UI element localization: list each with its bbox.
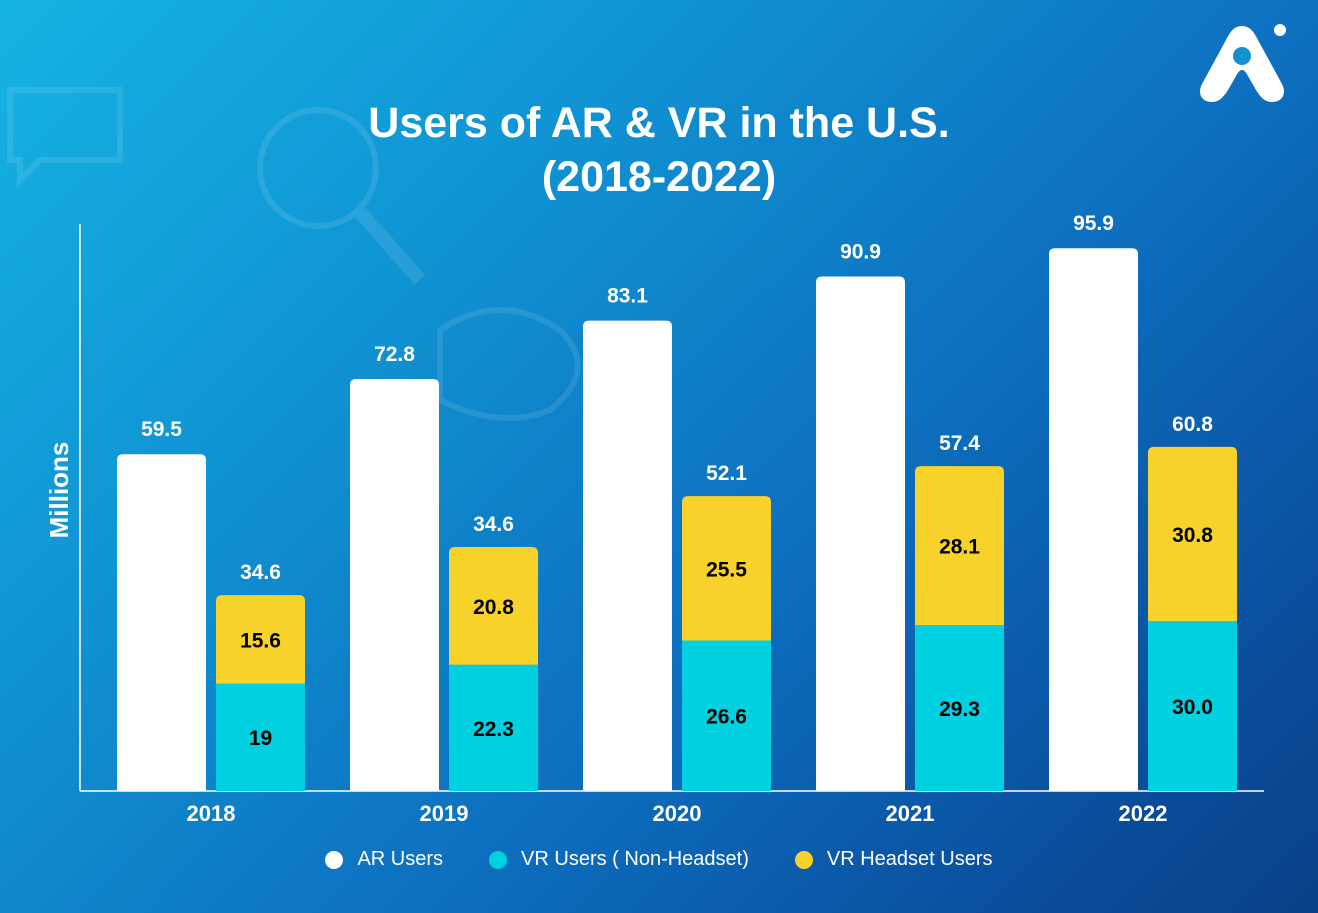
data-label-vr-non-headset: 30.0	[1172, 696, 1213, 719]
data-label-ar-users: 90.9	[840, 241, 881, 264]
data-label-vr-headset: 28.1	[939, 536, 980, 559]
bar-vr-non-headset	[216, 683, 305, 791]
legend-dot-vr-headset-icon	[794, 850, 813, 869]
brand-logo-icon	[1200, 24, 1286, 102]
legend-dot-ar-icon	[325, 850, 344, 869]
legend-item-vr-non-headset: VR Users ( Non-Headset)	[489, 848, 749, 871]
bar-vr-headset	[1148, 446, 1237, 622]
x-tick-label: 2020	[653, 801, 702, 826]
legend-label-ar: AR Users	[357, 848, 444, 870]
bar-vr-headset	[915, 466, 1004, 626]
data-label-vr-headset: 30.8	[1172, 524, 1213, 547]
bar-vr-non-headset	[915, 625, 1004, 791]
bar-vr-headset	[449, 547, 538, 665]
bar-ar-users	[350, 378, 439, 791]
bar-vr-headset	[682, 496, 771, 641]
x-tick-label: 2021	[886, 801, 935, 826]
data-label-vr-non-headset: 26.6	[706, 706, 747, 729]
chart-title: Users of AR & VR in the U.S. (2018-2022)	[0, 96, 1318, 204]
legend-label-vr-headset: VR Headset Users	[826, 848, 993, 870]
chart-title-line1: Users of AR & VR in the U.S.	[368, 99, 950, 147]
data-label-vr-headset: 15.6	[240, 629, 281, 652]
data-label-vr-non-headset: 22.3	[473, 718, 514, 741]
data-label-vr-total: 60.8	[1172, 413, 1213, 436]
bar-ar-users	[1049, 248, 1138, 791]
data-label-vr-non-headset: 29.3	[939, 698, 980, 721]
bar-vr-non-headset	[1148, 621, 1237, 791]
bar-vr-headset	[216, 595, 305, 684]
y-axis-label: Millions	[44, 442, 74, 539]
bar-ar-users	[816, 276, 905, 792]
data-label-vr-non-headset: 19	[249, 727, 272, 750]
data-label-vr-headset: 20.8	[473, 596, 514, 619]
x-tick-label: 2022	[1119, 801, 1168, 826]
data-label-vr-total: 57.4	[939, 432, 980, 455]
x-tick-label: 2018	[187, 801, 236, 826]
legend-item-ar: AR Users	[325, 848, 443, 871]
data-label-vr-total: 52.1	[706, 462, 747, 485]
legend-dot-vr-non-headset-icon	[489, 850, 508, 869]
chart-title-line2: (2018-2022)	[541, 153, 777, 201]
bar-vr-non-headset	[449, 664, 538, 791]
data-label-ar-users: 59.5	[141, 418, 182, 441]
data-label-vr-total: 34.6	[473, 513, 514, 536]
data-label-vr-headset: 25.5	[706, 558, 747, 581]
chart-legend: AR Users VR Users ( Non-Headset) VR Head…	[0, 848, 1318, 871]
data-label-ar-users: 95.9	[1073, 212, 1114, 235]
x-tick-label: 2019	[420, 801, 469, 826]
data-label-ar-users: 83.1	[607, 285, 648, 308]
bar-vr-non-headset	[682, 640, 771, 791]
legend-item-vr-headset: VR Headset Users	[794, 848, 993, 871]
data-label-vr-total: 34.6	[240, 561, 281, 584]
bar-ar-users	[583, 320, 672, 791]
data-label-ar-users: 72.8	[374, 343, 415, 366]
legend-label-vr-non-headset: VR Users ( Non-Headset)	[521, 848, 749, 870]
bar-ar-users	[117, 454, 206, 791]
